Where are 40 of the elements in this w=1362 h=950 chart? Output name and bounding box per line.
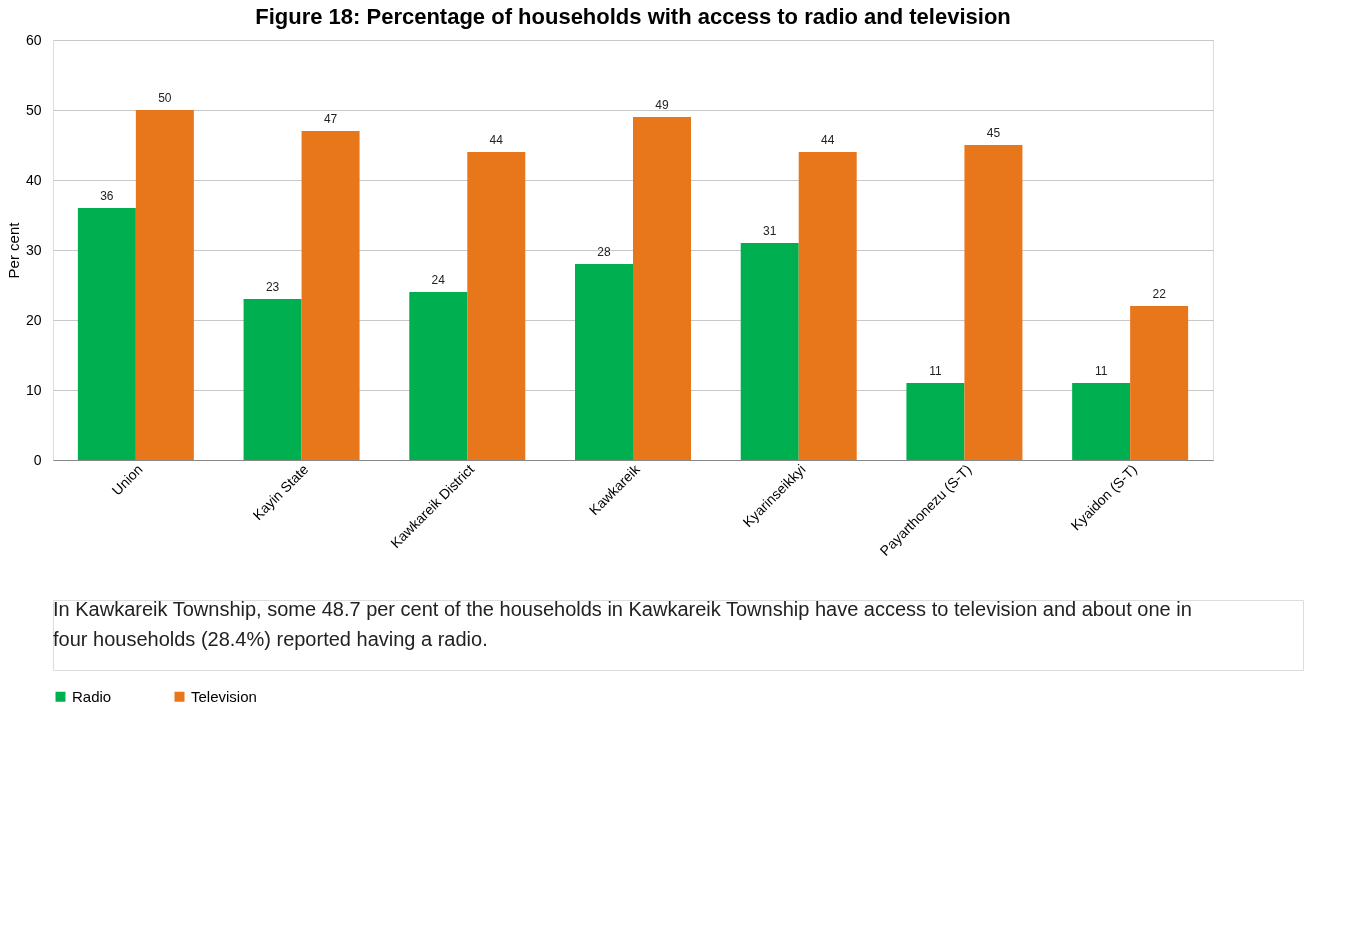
bar — [243, 299, 302, 460]
bar — [740, 243, 799, 460]
y-tick-label: 50 — [25, 101, 42, 118]
y-axis-title: Per cent — [4, 221, 22, 279]
legend-label: Television — [191, 687, 257, 705]
data-label: 23 — [265, 280, 280, 294]
data-label: 44 — [489, 133, 504, 147]
data-label: 49 — [655, 98, 669, 112]
bar — [77, 208, 136, 460]
bar — [964, 145, 1023, 460]
text: In Kawkareik Township, some 48.7 per cent of the households in Kawkareik Township have access to television and about one in four households (28.4%) reported having a radio. — [53, 598, 1192, 650]
bar — [575, 264, 633, 460]
bar — [798, 152, 857, 460]
y-tick-label: 0 — [33, 451, 42, 468]
data-label: 11 — [929, 364, 942, 378]
data-label: 28 — [597, 245, 611, 259]
bar — [467, 152, 526, 460]
y-tick-label: 10 — [25, 381, 42, 398]
y-tick-label: 60 — [25, 31, 42, 48]
bar — [633, 117, 691, 460]
data-label: 11 — [1094, 364, 1108, 378]
bar — [409, 292, 468, 460]
bar — [906, 383, 965, 460]
data-label: 31 — [763, 224, 777, 238]
y-tick-label: 30 — [25, 241, 42, 258]
data-label: 50 — [158, 91, 172, 105]
data-label: 36 — [100, 189, 114, 203]
y-tick-label: 20 — [25, 311, 42, 328]
bar — [1072, 383, 1131, 460]
data-label: 45 — [986, 126, 1001, 140]
data-label: 22 — [1152, 287, 1167, 301]
bar — [1130, 306, 1189, 460]
y-tick-label: 40 — [25, 171, 42, 188]
chart-title: Figure 18: Percentage of households with access to radio and television — [255, 4, 1011, 29]
data-label: 24 — [431, 273, 446, 287]
data-label: 44 — [821, 133, 835, 147]
bar — [135, 110, 194, 460]
bar — [301, 131, 360, 460]
data-label: 47 — [323, 112, 338, 126]
legend-label: Radio — [72, 687, 112, 705]
